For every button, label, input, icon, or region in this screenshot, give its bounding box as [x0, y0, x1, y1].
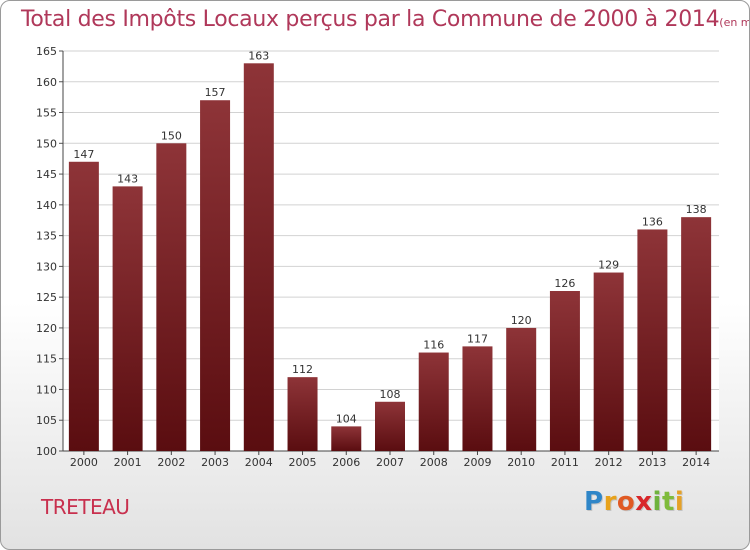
bar — [331, 426, 362, 451]
x-tick-label: 2000 — [70, 456, 98, 469]
y-tick-label: 135 — [36, 230, 57, 243]
bar — [287, 377, 318, 451]
bar — [681, 217, 712, 451]
bar-value-label: 120 — [511, 314, 532, 327]
proxiti-logo[interactable]: Proxiti — [584, 487, 684, 517]
y-tick-label: 100 — [36, 445, 57, 458]
chart-title: Total des Impôts Locaux perçus par la Co… — [21, 7, 749, 32]
bar-value-label: 163 — [248, 49, 269, 62]
y-tick-label: 120 — [36, 322, 57, 335]
bar-value-label: 108 — [380, 388, 401, 401]
logo-letter: o — [616, 487, 636, 517]
bar — [418, 352, 449, 451]
bar-value-label: 157 — [205, 86, 226, 99]
x-tick-label: 2011 — [551, 456, 579, 469]
x-tick-label: 2012 — [595, 456, 623, 469]
x-tick-label: 2007 — [376, 456, 404, 469]
x-tick-label: 2003 — [201, 456, 229, 469]
bar-value-label: 129 — [598, 259, 619, 272]
logo-letter: i — [674, 487, 685, 517]
bar — [506, 327, 537, 451]
bar-value-label: 116 — [423, 339, 444, 352]
bar-value-label: 104 — [336, 412, 357, 425]
bar — [375, 401, 405, 451]
bar-value-label: 126 — [554, 277, 575, 290]
logo-letter: t — [661, 487, 675, 517]
y-tick-label: 145 — [36, 168, 57, 181]
chart-title-main: Total des Impôts Locaux perçus par la Co… — [21, 7, 720, 32]
bar-value-label: 147 — [73, 148, 94, 161]
bar-value-label: 150 — [161, 129, 182, 142]
y-tick-label: 155 — [36, 107, 57, 120]
bar-value-label: 112 — [292, 363, 313, 376]
bar — [243, 63, 274, 452]
y-tick-label: 165 — [36, 45, 57, 58]
logo-letter: i — [652, 487, 662, 517]
x-tick-label: 2008 — [420, 456, 448, 469]
y-tick-label: 150 — [36, 137, 57, 150]
x-tick-label: 2005 — [289, 456, 317, 469]
bar — [637, 229, 668, 451]
bar — [462, 346, 493, 451]
y-tick-label: 105 — [36, 414, 57, 427]
y-tick-label: 125 — [36, 291, 57, 304]
bar-value-label: 117 — [467, 332, 488, 345]
x-tick-label: 2009 — [463, 456, 491, 469]
y-tick-label: 160 — [36, 76, 57, 89]
x-tick-label: 2004 — [245, 456, 273, 469]
bar — [593, 272, 624, 451]
logo-letter: r — [603, 487, 617, 517]
bar — [156, 143, 187, 452]
x-tick-label: 2006 — [332, 456, 360, 469]
y-tick-label: 140 — [36, 199, 57, 212]
logo-letter: x — [635, 487, 653, 517]
commune-name: TRETEAU — [41, 495, 130, 519]
bar-value-label: 138 — [686, 203, 707, 216]
x-tick-label: 2013 — [638, 456, 666, 469]
bar-value-label: 143 — [117, 172, 138, 185]
chart-title-unit: (en milliers d'€) — [719, 16, 749, 29]
bar — [549, 291, 580, 451]
bar-value-label: 136 — [642, 215, 663, 228]
x-tick-label: 2010 — [507, 456, 535, 469]
y-tick-label: 115 — [36, 353, 57, 366]
x-tick-label: 2002 — [157, 456, 185, 469]
x-tick-label: 2014 — [682, 456, 710, 469]
x-tick-label: 2001 — [114, 456, 142, 469]
bar — [68, 161, 99, 451]
y-tick-label: 110 — [36, 383, 57, 396]
bar — [112, 186, 143, 451]
logo-letter: P — [584, 487, 604, 517]
bar — [200, 100, 231, 451]
y-tick-label: 130 — [36, 260, 57, 273]
